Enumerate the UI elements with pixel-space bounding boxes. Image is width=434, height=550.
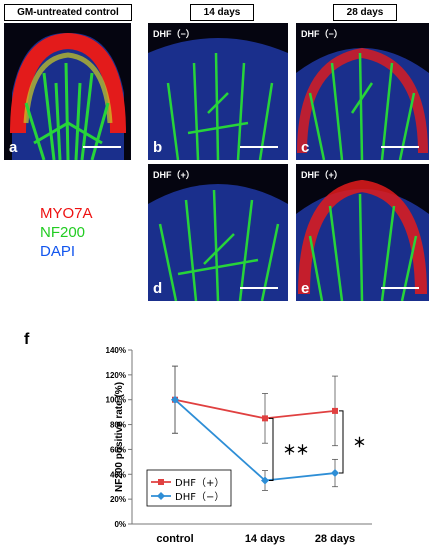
significance-mark: ＊ [353,436,366,451]
legend-marker [157,492,165,500]
legend-label: DHF（−） [175,491,224,503]
y-tick-label: 20% [110,495,126,504]
data-point [171,395,179,404]
scale-bar-a [83,146,121,148]
scale-bar-d [240,287,278,289]
micrograph-panel-e: DHF（+） e [296,164,429,301]
panel-label-d: d [153,280,163,297]
panel-label-c: c [301,139,310,156]
y-tick-label: 100% [106,396,126,405]
data-point [332,407,338,414]
significance-bracket [339,410,344,474]
micrograph-panel-c: DHF（−） c [296,23,429,160]
figure-label-f: f [24,331,30,348]
panel-tag-c: DHF（−） [301,29,343,39]
micrograph-b-image [148,38,288,160]
nf200-chart: f 0% 20% 40% 60% 80% 100% 120% 140% NF200 positiv… [24,331,372,545]
panel-tag-d: DHF（+） [153,170,195,180]
header-control: GM-untreated control [4,4,132,21]
panel-tag-e: DHF（+） [301,170,343,180]
panel-tag-b: DHF（−） [153,29,195,39]
micrograph-c-image [296,47,429,160]
micrograph-panel-a: a [4,23,131,160]
panel-label-b: b [153,139,163,156]
y-tick-label: 80% [110,421,126,430]
micrograph-panel-b: DHF（−） b [148,23,288,160]
x-tick-label: 28 days [315,533,355,545]
x-tick-label: control [156,533,193,545]
significance-mark: ＊＊ [283,443,309,458]
panel-label-e: e [301,280,310,297]
stain-label-myo7a: MYO7A [40,205,93,222]
y-tick-label: 60% [110,445,126,454]
series-line [174,398,336,420]
header-28-days: 28 days [333,4,397,21]
micrograph-d-image [148,184,288,301]
header-14-days: 14 days [190,4,254,21]
micrograph-a-image [10,32,126,160]
data-point [261,476,269,485]
micrograph-panel-d: DHF（+） d [148,164,288,301]
scale-bar-b [240,146,278,148]
series-line [174,399,336,482]
y-tick-label: 120% [106,371,126,380]
scale-bar-c [381,146,419,148]
data-point [262,415,268,422]
y-tick-label: 40% [110,470,126,479]
data-point [331,469,339,478]
significance-bracket [269,417,274,481]
y-tick-label: 0% [114,520,126,529]
panel-label-a: a [9,139,18,156]
legend-marker [158,479,164,485]
y-tick-label: 140% [106,346,126,355]
stain-label-nf200: NF200 [40,224,86,241]
x-tick-label: 14 days [245,533,285,545]
scale-bar-e [381,287,419,289]
legend-label: DHF（+） [175,477,224,489]
stain-label-dapi: DAPI [40,243,76,260]
micrograph-e-image [296,179,429,301]
y-axis-label: NF200 positive rate (%) [114,382,125,492]
